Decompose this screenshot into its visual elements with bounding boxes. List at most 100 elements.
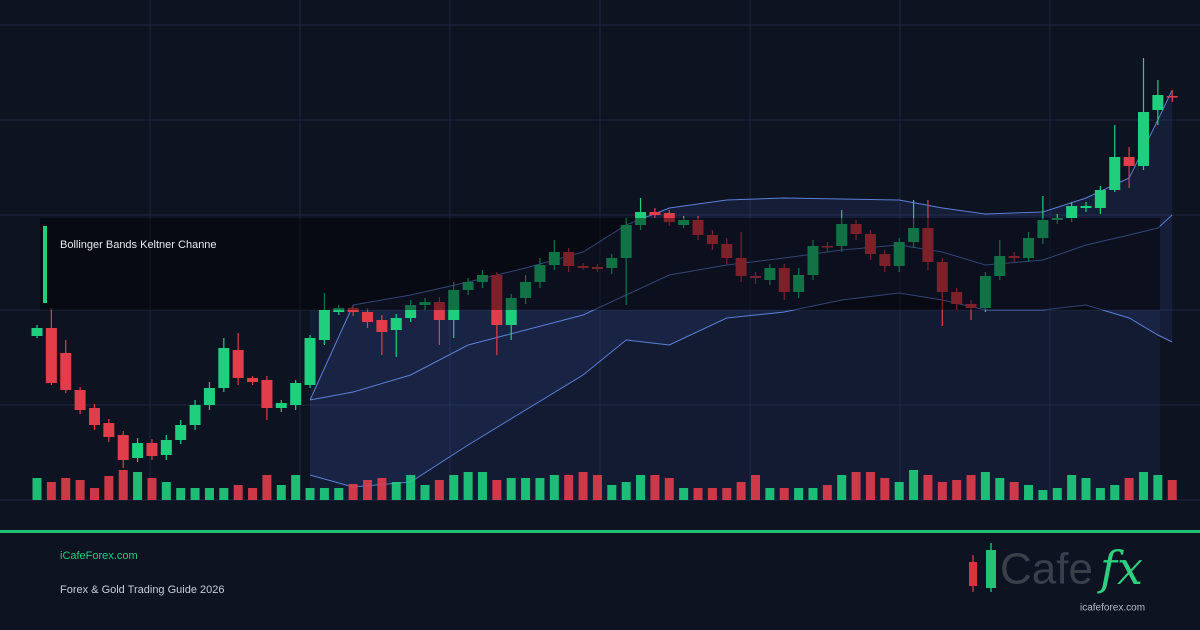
- separator: [0, 530, 1200, 533]
- volume-bar: [334, 488, 344, 500]
- candle-body: [764, 268, 776, 280]
- logo-text: Cafe: [1000, 545, 1093, 594]
- label-overlay: [40, 218, 1160, 310]
- candle-body: [117, 435, 129, 460]
- volume-bar: [219, 488, 229, 500]
- candle-body: [419, 302, 431, 305]
- volume-bar: [291, 475, 301, 500]
- volume-bar: [636, 475, 646, 500]
- candle-body: [1008, 256, 1020, 258]
- volume-bar: [233, 485, 243, 500]
- candle-body: [1080, 206, 1092, 208]
- candle-body: [893, 242, 905, 266]
- logo: Cafe fx icafeforex.com: [969, 541, 1145, 614]
- candle-body: [448, 290, 460, 320]
- volume-bar: [89, 488, 99, 500]
- volume-bar: [794, 488, 804, 500]
- volume-bar: [751, 475, 760, 500]
- candle-body: [232, 350, 244, 378]
- volume-bar: [865, 472, 875, 500]
- volume-bar: [923, 475, 933, 500]
- candle-body: [979, 276, 991, 308]
- candle-body: [146, 443, 158, 456]
- candle-body: [951, 292, 963, 304]
- logo-candle: [969, 562, 977, 586]
- volume-bar: [1095, 488, 1105, 500]
- candle-body: [505, 298, 517, 325]
- volume-bar: [736, 482, 746, 500]
- candle-body: [304, 338, 316, 385]
- volume-bar: [837, 475, 847, 500]
- candle-body: [1037, 220, 1049, 238]
- candle-body: [606, 258, 618, 268]
- volume-bar: [1009, 482, 1019, 500]
- band-line: [309, 292, 1173, 488]
- candle-body: [1066, 206, 1078, 218]
- volume-bar: [32, 478, 42, 500]
- candle-body: [750, 276, 761, 278]
- volume-bar: [765, 488, 775, 500]
- candle-body: [218, 348, 230, 388]
- candle-body: [1137, 112, 1149, 166]
- volume-bar: [707, 488, 717, 500]
- subtitle: Forex & Gold Trading Guide 2026: [60, 584, 224, 596]
- candle-body: [189, 405, 201, 425]
- candle-body: [261, 380, 273, 408]
- logo-candle: [986, 550, 996, 588]
- candle-body: [275, 403, 287, 408]
- volume-bar: [808, 488, 818, 500]
- volume-bar: [463, 472, 473, 500]
- candle-body: [548, 252, 560, 265]
- candle-body: [620, 225, 632, 258]
- volume-bar: [204, 488, 214, 500]
- volume-bar: [664, 478, 674, 500]
- volume-bar: [75, 480, 85, 500]
- volume-bar: [176, 488, 186, 500]
- volume-bar: [1038, 490, 1048, 500]
- volume-bar: [305, 488, 315, 500]
- candle-body: [534, 265, 546, 282]
- candle-body: [1094, 190, 1106, 208]
- volume-bar: [506, 478, 516, 500]
- candle-body: [821, 246, 833, 248]
- volume-bar: [262, 475, 272, 500]
- volume-bar: [477, 472, 487, 500]
- candle-body: [908, 228, 920, 242]
- candle-body: [649, 212, 661, 215]
- volume-bar: [1167, 480, 1177, 500]
- candle-body: [735, 258, 747, 276]
- volume-bar: [1067, 475, 1077, 500]
- volume-bar: [449, 475, 459, 500]
- volume-bar: [434, 480, 444, 500]
- label-accent: [43, 226, 47, 303]
- volume-bar: [693, 488, 703, 500]
- volume-bar: [133, 472, 143, 500]
- volume-bar: [46, 482, 56, 500]
- candle-body: [577, 266, 589, 268]
- volume-bar: [779, 488, 789, 500]
- candle-body: [1166, 96, 1178, 98]
- volume-bar: [377, 478, 387, 500]
- candle-body: [663, 213, 675, 222]
- logo-url: icafeforex.com: [1080, 603, 1145, 614]
- candle-body: [635, 212, 647, 225]
- candle-body: [462, 282, 474, 290]
- candle-body: [922, 228, 934, 262]
- volume-bar: [61, 478, 71, 500]
- candle-body: [778, 268, 790, 292]
- candle-body: [433, 302, 445, 320]
- band-fill: [310, 90, 1173, 487]
- volume-bar: [909, 470, 919, 500]
- chart-title: Bollinger Bands Keltner Channe: [60, 239, 217, 251]
- volume-bar: [1110, 485, 1120, 500]
- candle-body: [836, 224, 848, 246]
- candle-body: [864, 234, 876, 254]
- candle-body: [203, 388, 215, 405]
- volume-bar: [190, 488, 200, 500]
- volume-bar: [348, 484, 358, 500]
- candle-body: [1152, 95, 1164, 110]
- volume-bar: [937, 482, 947, 500]
- candle-body: [807, 246, 819, 275]
- candle-body: [1123, 157, 1135, 166]
